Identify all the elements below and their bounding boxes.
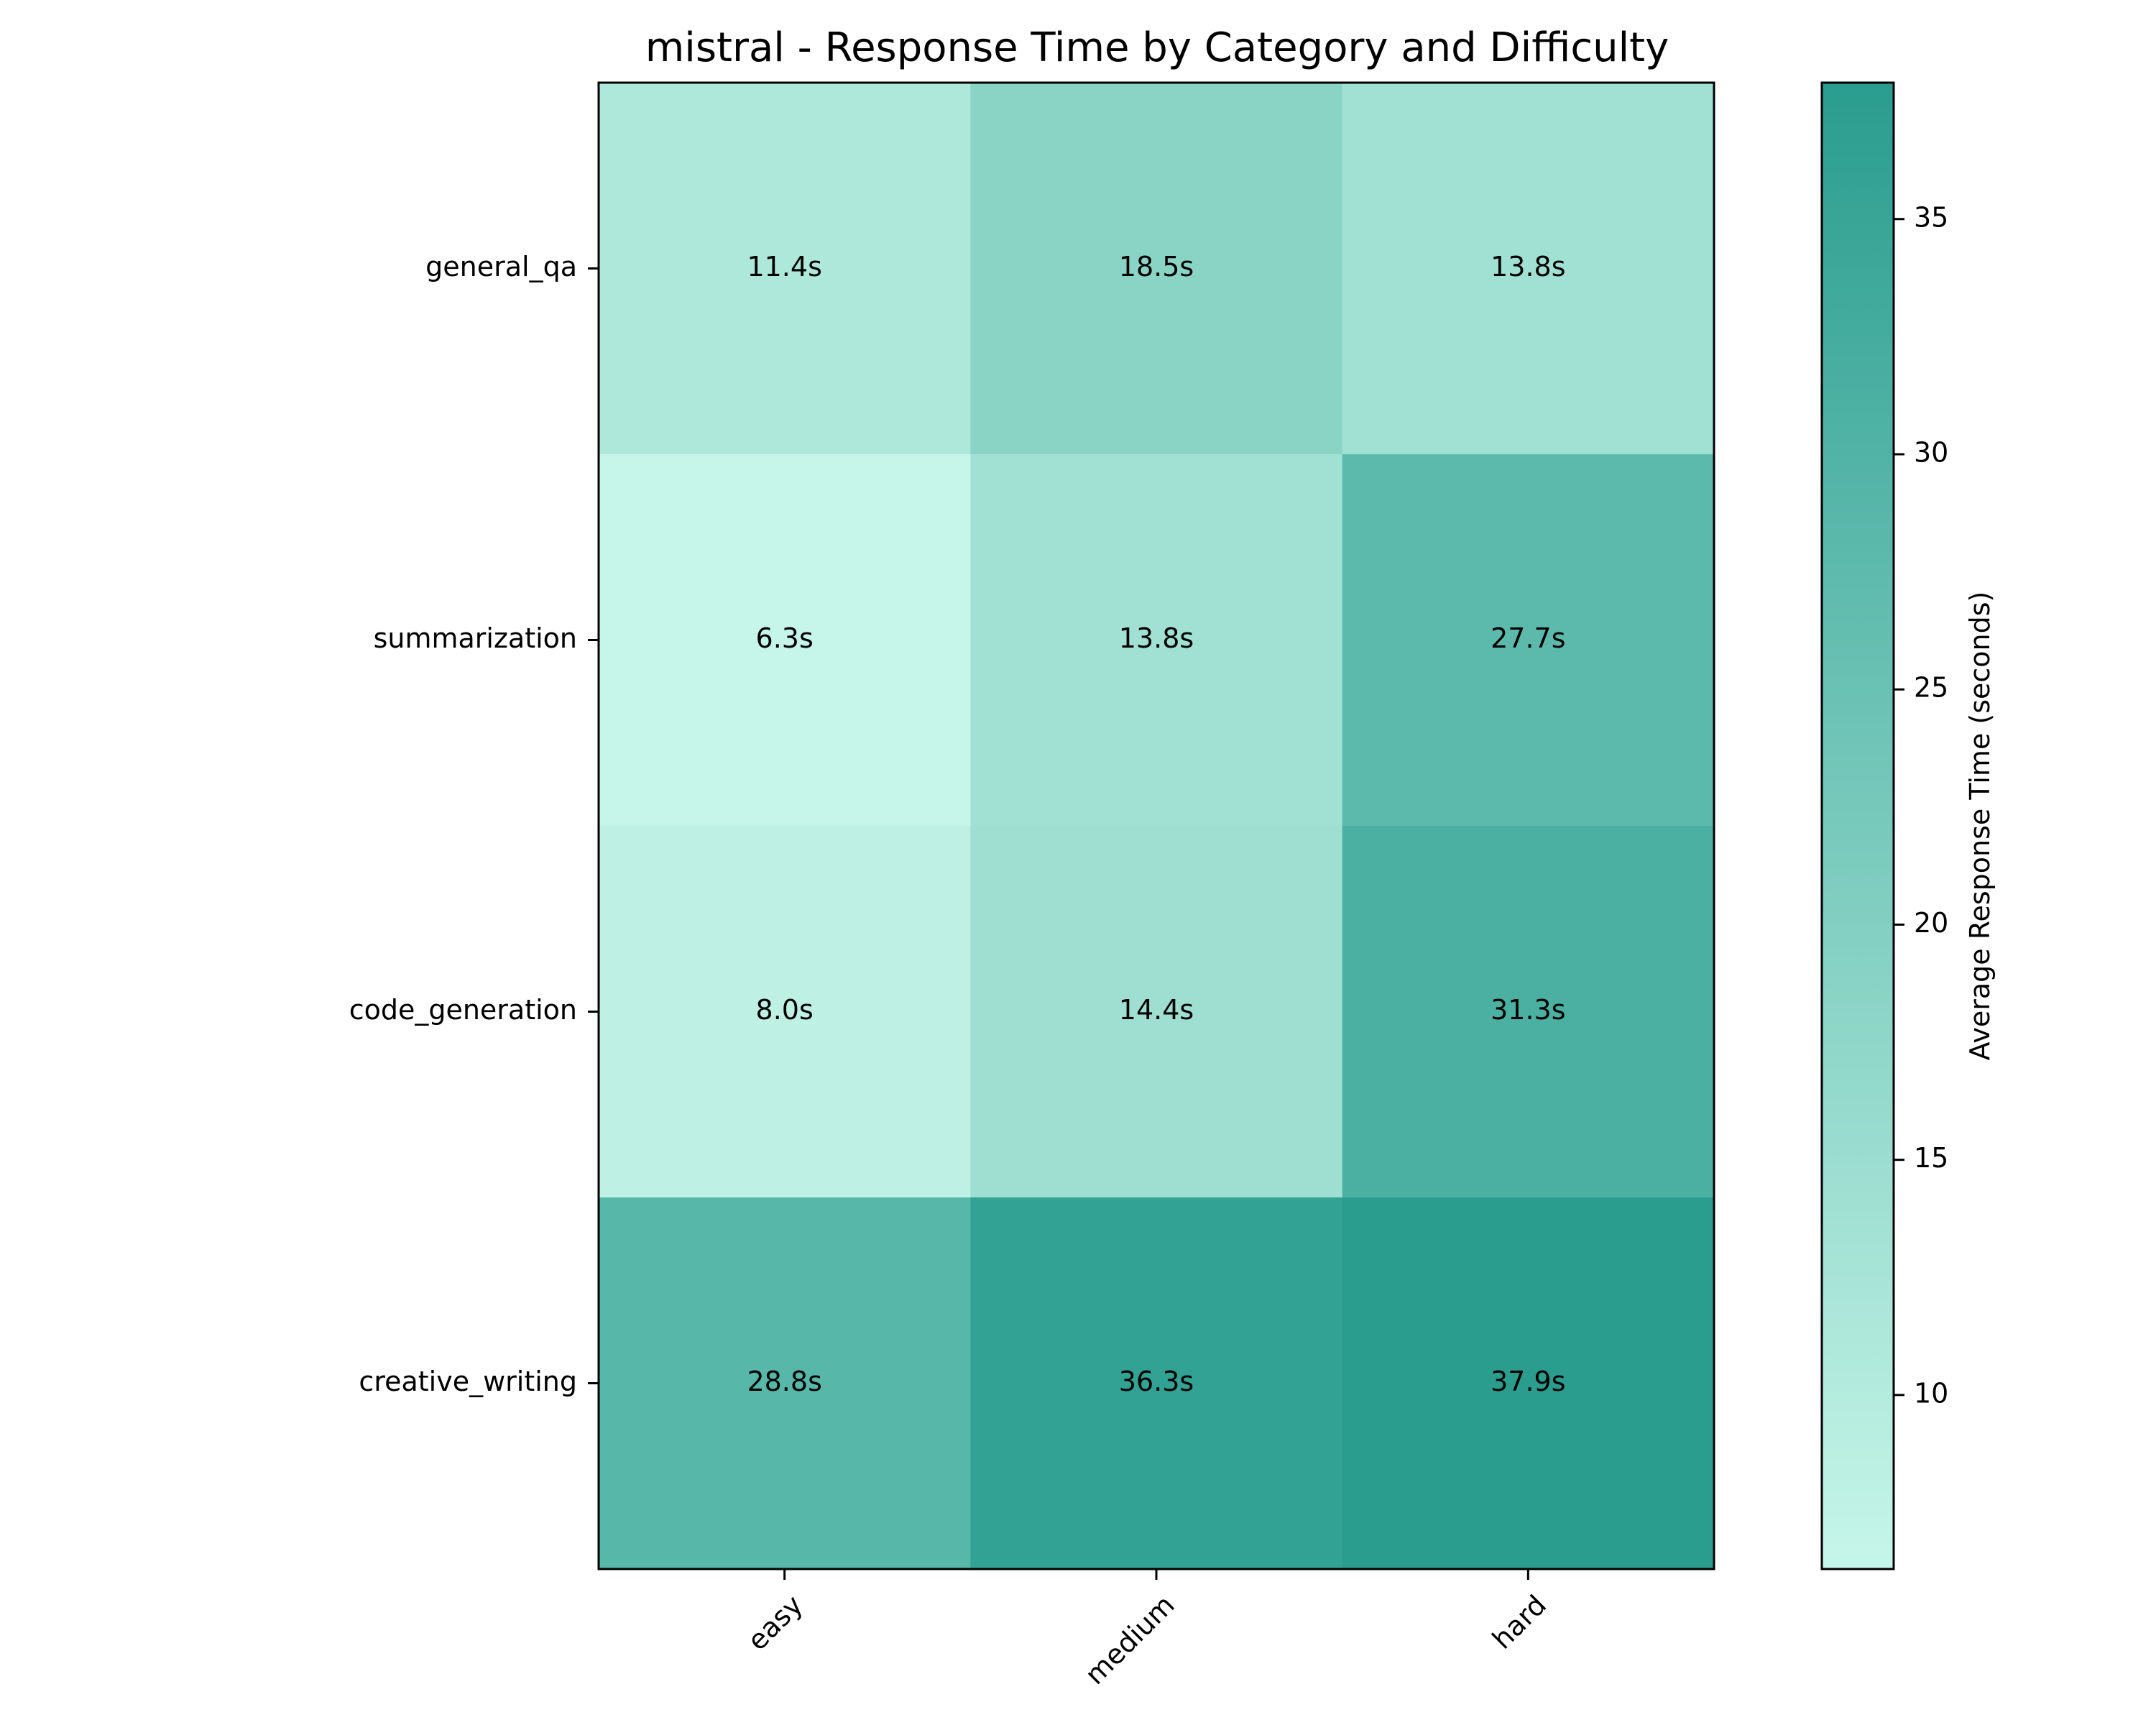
heatmap-cell (970, 826, 1343, 1198)
y-tick-label: code_generation (349, 994, 577, 1026)
x-tick-label: hard (1486, 1589, 1552, 1655)
y-axis: general_qa summarization code_generationcr… (349, 251, 599, 1397)
x-tick-label: easy (741, 1589, 808, 1657)
colorbar-tick-label: 10 (1914, 1377, 1948, 1409)
cell-value-label: 6.3s (756, 622, 814, 654)
x-tick-label: medium (1079, 1589, 1181, 1691)
colorbar-tick-label: 25 (1914, 672, 1948, 704)
colorbar: 10 15 20 25 30 35 Average Response Time (seco… (1820, 81, 1996, 1570)
colorbar-tick-label: 30 (1914, 437, 1948, 469)
cell-value-label: 14.4s (1119, 994, 1194, 1026)
chart-title: mistral - Response Time by Category and … (645, 24, 1669, 71)
heatmap-cell (599, 83, 971, 455)
heatmap-cell (1342, 826, 1715, 1198)
cell-labels: 11.4s 18.5s 13.8s 6.3s 13.8s 27.7s 8.0s 14.4s 31… (747, 251, 1565, 1397)
y-tick-label: general_qa (425, 251, 577, 282)
heatmap-cell (599, 1197, 971, 1570)
heatmap-cell (1342, 83, 1715, 455)
x-axis: easy medium hard (741, 1569, 1552, 1690)
colorbar-tick-label: 35 (1914, 201, 1948, 233)
cell-value-label: 36.3s (1119, 1366, 1194, 1397)
colorbar-ticks: 10 15 20 25 30 35 (1894, 201, 1948, 1409)
heatmap-cell (970, 454, 1343, 827)
cell-value-label: 13.8s (1491, 251, 1565, 282)
cell-value-label: 13.8s (1119, 622, 1194, 654)
cell-value-label: 11.4s (747, 251, 821, 282)
colorbar-tick-label: 20 (1914, 907, 1948, 939)
colorbar-label: Average Response Time (seconds) (1964, 592, 1996, 1061)
colorbar-gradient (1820, 81, 1895, 1570)
cell-value-label: 28.8s (747, 1366, 821, 1397)
heatmap-cells (599, 83, 1715, 1570)
heatmap-cell (970, 83, 1343, 455)
heatmap-cell (599, 826, 971, 1198)
cell-value-label: 18.5s (1119, 251, 1194, 282)
heatmap-cell (1342, 454, 1715, 827)
heatmap-cell (1342, 1197, 1715, 1570)
cell-value-label: 8.0s (756, 994, 814, 1026)
cell-value-label: 31.3s (1491, 994, 1565, 1026)
y-tick-label: creative_writing (359, 1366, 577, 1397)
heatmap-cell (599, 454, 971, 827)
y-tick-label: summarization (374, 622, 577, 654)
colorbar-tick-label: 15 (1914, 1142, 1948, 1174)
cell-value-label: 27.7s (1491, 622, 1565, 654)
cell-value-label: 37.9s (1491, 1366, 1565, 1397)
heatmap-cell (970, 1197, 1343, 1570)
